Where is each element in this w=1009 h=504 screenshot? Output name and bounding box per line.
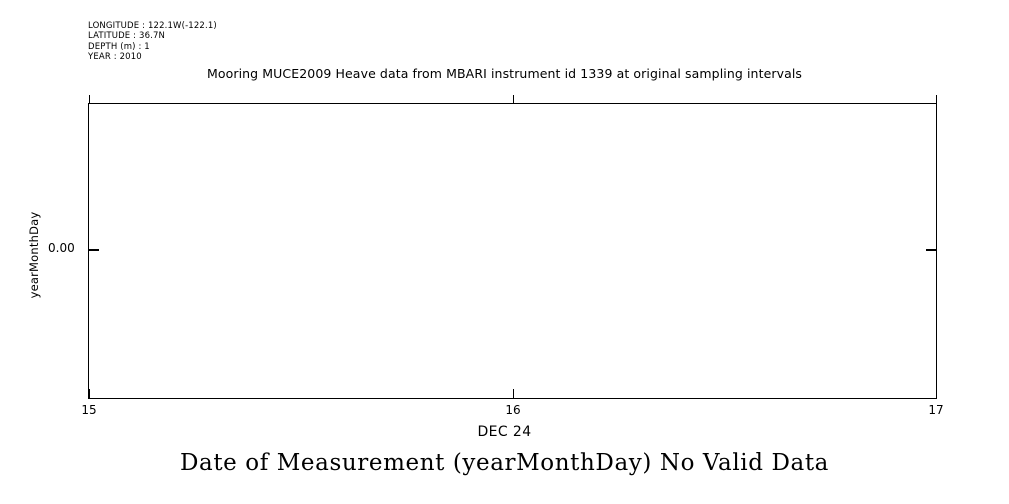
y-axis-label: yearMonthDay [27, 211, 41, 299]
x-axis-label: DEC 24 [477, 424, 532, 440]
xtick-label-15: 15 [81, 403, 97, 417]
metadata-block: LONGITUDE : 122.1W(-122.1) LATITUDE : 36… [88, 21, 217, 62]
xtick-label-17: 17 [928, 403, 944, 417]
tick-bottom-16 [513, 389, 515, 398]
chart-title: Mooring MUCE2009 Heave data from MBARI i… [206, 66, 803, 81]
tick-right-zero [926, 249, 936, 251]
metadata-depth: DEPTH (m) : 1 [88, 41, 150, 52]
xtick-label-16: 16 [505, 403, 521, 417]
tick-top-17 [936, 95, 938, 104]
plot-frame [88, 95, 938, 399]
metadata-latitude: LATITUDE : 36.7N [88, 31, 166, 42]
tick-bottom-15 [89, 389, 91, 398]
tick-bottom-17 [936, 389, 938, 398]
metadata-year: YEAR : 2010 [88, 51, 142, 62]
ytick-label-zero: 0.00 [48, 241, 75, 255]
tick-left-zero [89, 249, 99, 251]
tick-top-15 [89, 95, 91, 104]
chart-caption: Date of Measurement (yearMonthDay) No Va… [179, 450, 829, 476]
metadata-longitude: LONGITUDE : 122.1W(-122.1) [88, 21, 217, 31]
tick-top-16 [513, 95, 515, 104]
